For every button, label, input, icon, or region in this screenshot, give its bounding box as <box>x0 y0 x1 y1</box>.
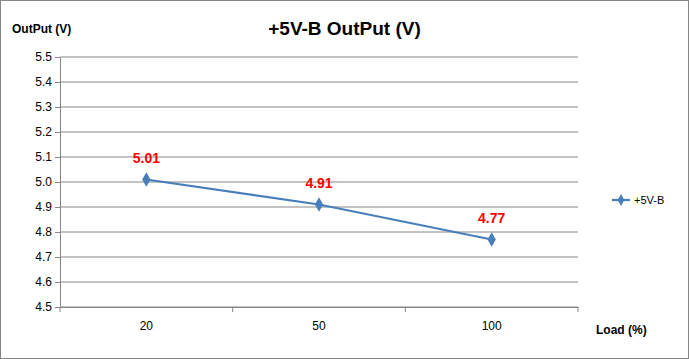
y-tick-mark <box>55 307 60 308</box>
y-tick-mark <box>55 182 60 183</box>
y-tick: 4.9 <box>35 200 60 214</box>
y-tick: 5.4 <box>35 75 60 89</box>
x-axis: 20 50 100 <box>60 307 579 333</box>
legend: +5V-B <box>612 194 664 206</box>
y-tick-label: 4.8 <box>35 225 52 239</box>
x-tick-divider <box>578 307 579 312</box>
y-axis-title: OutPut (V) <box>12 22 71 36</box>
y-tick-label: 5.0 <box>35 175 52 189</box>
y-tick: 5.0 <box>35 175 60 189</box>
y-tick: 5.1 <box>35 150 60 164</box>
x-tick-label: 20 <box>140 319 154 333</box>
y-tick-label: 5.5 <box>35 50 52 64</box>
x-tick-divider <box>60 307 61 312</box>
y-tick-label: 5.1 <box>35 150 52 164</box>
data-point <box>488 232 496 246</box>
grid-line <box>60 82 578 83</box>
y-tick: 5.3 <box>35 100 60 114</box>
y-tick: 5.2 <box>35 125 60 139</box>
legend-label: +5V-B <box>634 194 664 206</box>
x-tick-label: 50 <box>312 319 326 333</box>
y-tick-mark <box>55 157 60 158</box>
y-tick-mark <box>55 82 60 83</box>
grid-line <box>60 107 578 108</box>
data-point <box>315 197 323 211</box>
y-tick-mark <box>55 232 60 233</box>
y-tick-label: 4.7 <box>35 250 52 264</box>
grid-line <box>60 257 578 258</box>
data-label: 4.91 <box>305 175 332 191</box>
plot-area <box>142 172 496 246</box>
y-tick-label: 5.2 <box>35 125 52 139</box>
y-tick-mark <box>55 132 60 133</box>
y-tick: 5.5 <box>35 50 60 64</box>
y-tick: 4.7 <box>35 250 60 264</box>
x-tick-label: 100 <box>482 319 502 333</box>
grid-line <box>60 57 578 58</box>
y-tick-label: 5.3 <box>35 100 52 114</box>
data-labels: 5.01 4.91 4.77 <box>133 150 506 226</box>
y-tick: 4.8 <box>35 225 60 239</box>
x-tick-divider <box>232 307 233 312</box>
y-tick-mark <box>55 57 60 58</box>
legend-marker <box>618 194 625 206</box>
chart-title: +5V-B OutPut (V) <box>268 18 421 39</box>
y-tick: 4.5 <box>35 300 60 314</box>
chart: 4.5 4.6 4.7 4.8 4.9 5.0 5.1 5.2 5.3 5.4 5.5 20 50 100… <box>0 0 689 359</box>
y-axis-line <box>60 58 61 308</box>
grid-line <box>60 307 578 308</box>
y-axis: 4.5 4.6 4.7 4.8 4.9 5.0 5.1 5.2 5.3 5.4 5.5 <box>35 50 60 314</box>
chart-border <box>1 1 689 359</box>
x-tick: 20 <box>140 319 154 333</box>
y-tick-mark <box>55 282 60 283</box>
y-tick-label: 5.4 <box>35 75 52 89</box>
grid <box>60 57 578 307</box>
data-label: 4.77 <box>478 210 505 226</box>
data-point <box>142 172 150 186</box>
x-tick: 100 <box>482 319 502 333</box>
grid-line <box>60 232 578 233</box>
y-tick-mark <box>55 107 60 108</box>
grid-line <box>60 282 578 283</box>
y-tick-mark <box>55 257 60 258</box>
y-tick: 4.6 <box>35 275 60 289</box>
y-tick-mark <box>55 207 60 208</box>
x-axis-line <box>61 307 579 308</box>
grid-line <box>60 132 578 133</box>
x-tick-divider <box>405 307 406 312</box>
data-label: 5.01 <box>133 150 160 166</box>
y-tick-label: 4.6 <box>35 275 52 289</box>
y-tick-label: 4.5 <box>35 300 52 314</box>
x-axis-title: Load (%) <box>596 323 647 337</box>
x-tick: 50 <box>312 319 326 333</box>
y-tick-label: 4.9 <box>35 200 52 214</box>
